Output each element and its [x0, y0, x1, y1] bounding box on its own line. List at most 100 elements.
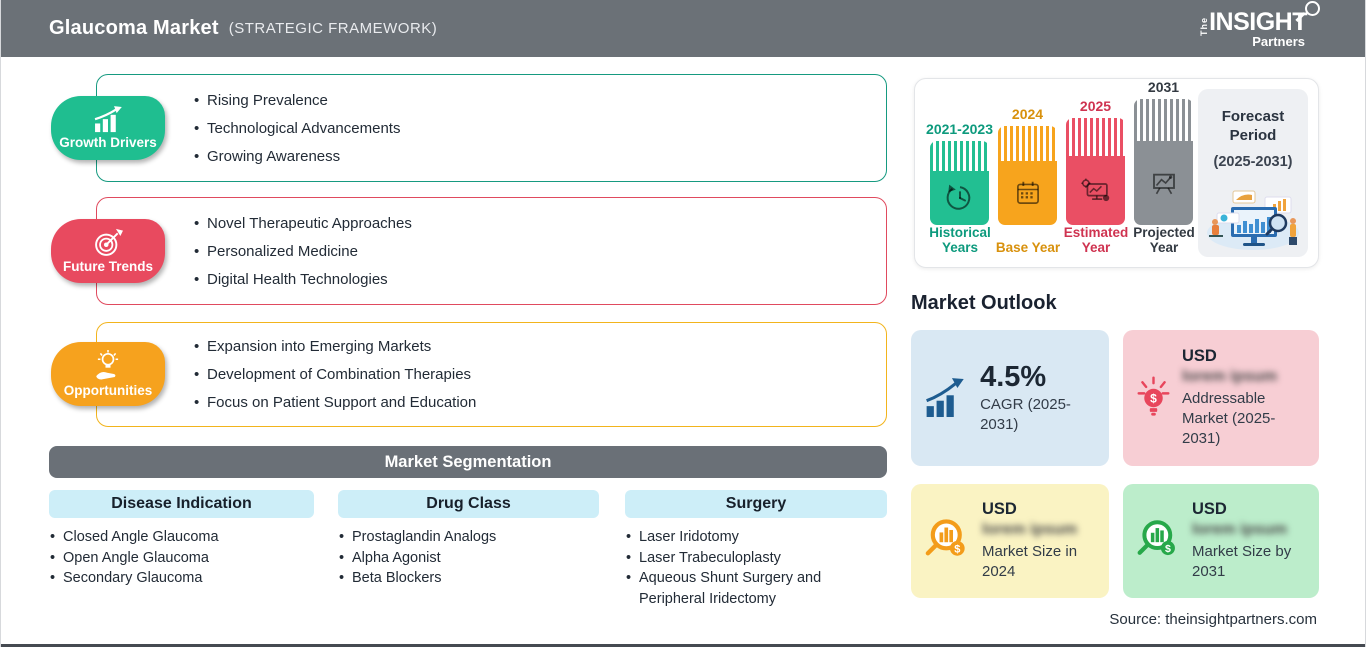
segment-header: Disease Indication — [49, 490, 314, 518]
list-item: Expansion into Emerging Markets — [192, 338, 886, 355]
list-item: Laser Iridotomy — [625, 527, 887, 548]
growth-chart-icon — [94, 106, 122, 133]
bar-caption: Base Year — [995, 240, 1061, 255]
historical-bar — [930, 141, 989, 225]
cagr-caption: CAGR (2025-2031) — [980, 396, 1071, 433]
list-item: Technological Advancements — [192, 120, 886, 137]
magnifier-lens-icon — [1305, 1, 1320, 16]
list-item: Rising Prevalence — [192, 92, 886, 109]
redacted-value: lorem ipsum — [982, 521, 1078, 538]
svg-text:$: $ — [954, 544, 960, 556]
market-size-2024-card: $ USD lorem ipsum Market Size in 2024 — [911, 484, 1109, 598]
segment-list: Laser Iridotomy Laser Trabeculoplasty Aq… — [625, 527, 887, 609]
page-title: Glaucoma Market — [49, 17, 219, 39]
logo-insight-text: INSIGHT — [1209, 8, 1307, 36]
year-label: 2031 — [1147, 79, 1180, 95]
source-attribution: Source: theinsightpartners.com — [1109, 611, 1317, 628]
future-trends-badge: Future Trends — [51, 219, 165, 283]
market-segmentation-header: Market Segmentation — [49, 446, 887, 478]
addressable-market-card: $ USD lorem ipsum Addressable Market (20… — [1123, 330, 1319, 466]
svg-text:$: $ — [1150, 392, 1157, 406]
logo-the-text: The — [1199, 16, 1210, 36]
list-item: Open Angle Glaucoma — [49, 548, 314, 569]
research-timeline-card: 2021-2023 2024 — [914, 78, 1319, 268]
list-item: Alpha Agonist — [338, 548, 599, 569]
list-item: Digital Health Technologies — [192, 271, 886, 288]
year-label: 2021-2023 — [926, 121, 993, 137]
future-trends-box: Future Trends Novel Therapeutic Approach… — [51, 197, 887, 305]
card-caption: Addressable Market (2025-2031) — [1182, 390, 1276, 447]
segment-header: Surgery — [625, 490, 887, 518]
timeline-historical: 2021-2023 — [926, 121, 993, 225]
opportunities-badge: Opportunities — [51, 342, 165, 406]
list-item: Closed Angle Glaucoma — [49, 527, 314, 548]
list-item: Secondary Glaucoma — [49, 568, 314, 589]
segment-header: Drug Class — [338, 490, 599, 518]
growth-drivers-badge: Growth Drivers — [51, 96, 165, 160]
year-label: 2025 — [1079, 98, 1112, 114]
estimated-year-bar — [1066, 118, 1125, 225]
currency-label: USD — [982, 500, 1017, 518]
growth-bars-arrow-icon — [926, 378, 964, 418]
market-size-2031-card: $ USD lorem ipsum Market Size by 2031 — [1123, 484, 1319, 598]
magnifier-chart-icon: $ — [925, 519, 965, 556]
header-bar: Glaucoma Market (STRATEGIC FRAMEWORK) Th… — [1, 0, 1365, 57]
list-item: Development of Combination Therapies — [192, 366, 886, 383]
list-item: Laser Trabeculoplasty — [625, 548, 887, 569]
bulb-dollar-icon: $ — [1137, 376, 1170, 416]
analytics-illustration — [1207, 190, 1299, 250]
monitor-analysis-icon — [1080, 178, 1109, 201]
list-item: Novel Therapeutic Approaches — [192, 215, 886, 232]
segment-list: Closed Angle Glaucoma Open Angle Glaucom… — [49, 527, 314, 589]
insight-partners-logo: The INSIGHT Partners — [1199, 1, 1320, 49]
timeline-projected: 2031 — [1134, 79, 1193, 225]
cagr-value: 4.5% — [980, 361, 1047, 393]
growth-drivers-box: Growth Drivers Rising Prevalence Technol… — [51, 74, 887, 182]
year-label: 2024 — [1011, 106, 1044, 122]
forecast-range: (2025-2031) — [1213, 154, 1293, 170]
currency-label: USD — [1182, 347, 1217, 365]
card-caption: Market Size by 2031 — [1192, 543, 1292, 580]
segment-drug-class: Drug Class Prostaglandin Analogs Alpha A… — [338, 490, 599, 589]
segment-surgery: Surgery Laser Iridotomy Laser Trabeculop… — [625, 490, 887, 609]
redacted-value: lorem ipsum — [1192, 521, 1288, 538]
bar-caption: Historical Years — [929, 225, 991, 255]
bulb-hand-icon — [96, 350, 119, 380]
bar-caption: Projected Year — [1133, 225, 1195, 255]
future-trends-list: Novel Therapeutic Approaches Personalize… — [97, 198, 886, 304]
list-item: Focus on Patient Support and Education — [192, 394, 886, 411]
target-icon — [95, 228, 123, 256]
market-outlook-title: Market Outlook — [911, 292, 1057, 314]
segment-disease-indication: Disease Indication Closed Angle Glaucoma… — [49, 490, 314, 589]
forecast-title: Forecast Period — [1221, 108, 1285, 144]
list-item: Personalized Medicine — [192, 243, 886, 260]
currency-label: USD — [1192, 500, 1227, 518]
magnifier-chart-icon: $ — [1137, 520, 1175, 555]
timeline-base: 2024 — [998, 106, 1057, 225]
redacted-value: lorem ipsum — [1182, 368, 1278, 385]
badge-label: Growth Drivers — [59, 135, 157, 150]
segment-list: Prostaglandin Analogs Alpha Agonist Beta… — [338, 527, 599, 589]
forecast-period-panel: Forecast Period (2025-2031) — [1198, 89, 1308, 257]
list-item: Prostaglandin Analogs — [338, 527, 599, 548]
calendar-icon — [1016, 181, 1039, 204]
list-item: Growing Awareness — [192, 148, 886, 165]
presentation-chart-icon — [1152, 173, 1175, 195]
list-item: Aqueous Shunt Surgery and Peripheral Iri… — [625, 568, 887, 609]
timeline-bars: 2021-2023 2024 — [926, 79, 1193, 225]
list-item: Beta Blockers — [338, 568, 599, 589]
bottom-divider — [1, 644, 1365, 647]
opportunities-box: Opportunities Expansion into Emerging Ma… — [51, 322, 887, 427]
badge-label: Opportunities — [63, 383, 153, 398]
card-caption: Market Size in 2024 — [982, 543, 1078, 580]
growth-drivers-list: Rising Prevalence Technological Advancem… — [97, 75, 886, 181]
timeline-estimated: 2025 — [1066, 98, 1125, 225]
svg-text:$: $ — [1165, 543, 1171, 555]
clock-history-icon — [946, 184, 970, 210]
bar-caption: Estimated Year — [1063, 225, 1129, 255]
badge-label: Future Trends — [62, 259, 153, 274]
cagr-card: 4.5% CAGR (2025-2031) — [911, 330, 1109, 466]
page-subtitle: (STRATEGIC FRAMEWORK) — [228, 20, 438, 37]
base-year-bar — [998, 126, 1057, 225]
